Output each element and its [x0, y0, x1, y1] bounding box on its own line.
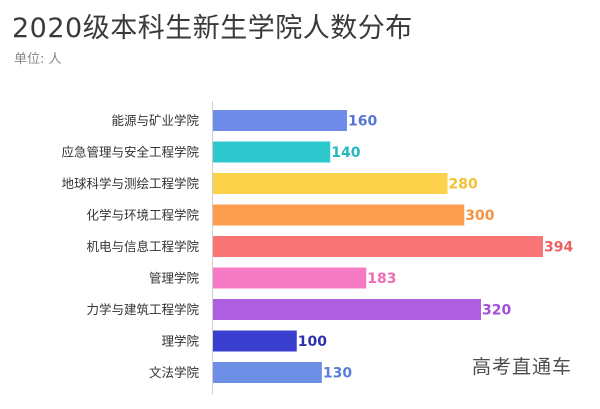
watermark-text: 高考直通车: [471, 356, 572, 378]
chart-title: 2020级本科生新生学院人数分布: [12, 13, 413, 44]
category-label: 地球科学与测绘工程学院: [61, 176, 199, 191]
value-label: 100: [298, 334, 327, 350]
value-label: 160: [348, 114, 377, 130]
bar: [213, 141, 331, 163]
category-label: 力学与建筑工程学院: [86, 302, 199, 317]
category-label: 能源与矿业学院: [111, 113, 199, 128]
bar: [213, 299, 482, 320]
value-label: 320: [482, 303, 511, 319]
category-label: 机电与信息工程学院: [86, 239, 199, 254]
category-label: 管理学院: [149, 271, 200, 286]
bar: [213, 362, 322, 383]
category-label: 文法学院: [149, 365, 200, 380]
bar: [213, 236, 543, 257]
bar: [213, 173, 448, 194]
chart-unit-label: 单位: 人: [14, 52, 62, 67]
value-label: 280: [449, 177, 478, 193]
category-label: 应急管理与安全工程学院: [61, 145, 199, 160]
value-label: 140: [331, 145, 360, 161]
value-label: 300: [465, 208, 494, 224]
bar: [213, 204, 465, 226]
value-label: 394: [544, 240, 573, 256]
category-label: 化学与环境工程学院: [86, 208, 199, 223]
bar: [213, 110, 348, 131]
bar: [213, 330, 297, 352]
bar: [213, 267, 367, 289]
category-label: 理学院: [161, 334, 199, 349]
value-label: 130: [323, 366, 352, 382]
value-label: 183: [367, 271, 396, 287]
